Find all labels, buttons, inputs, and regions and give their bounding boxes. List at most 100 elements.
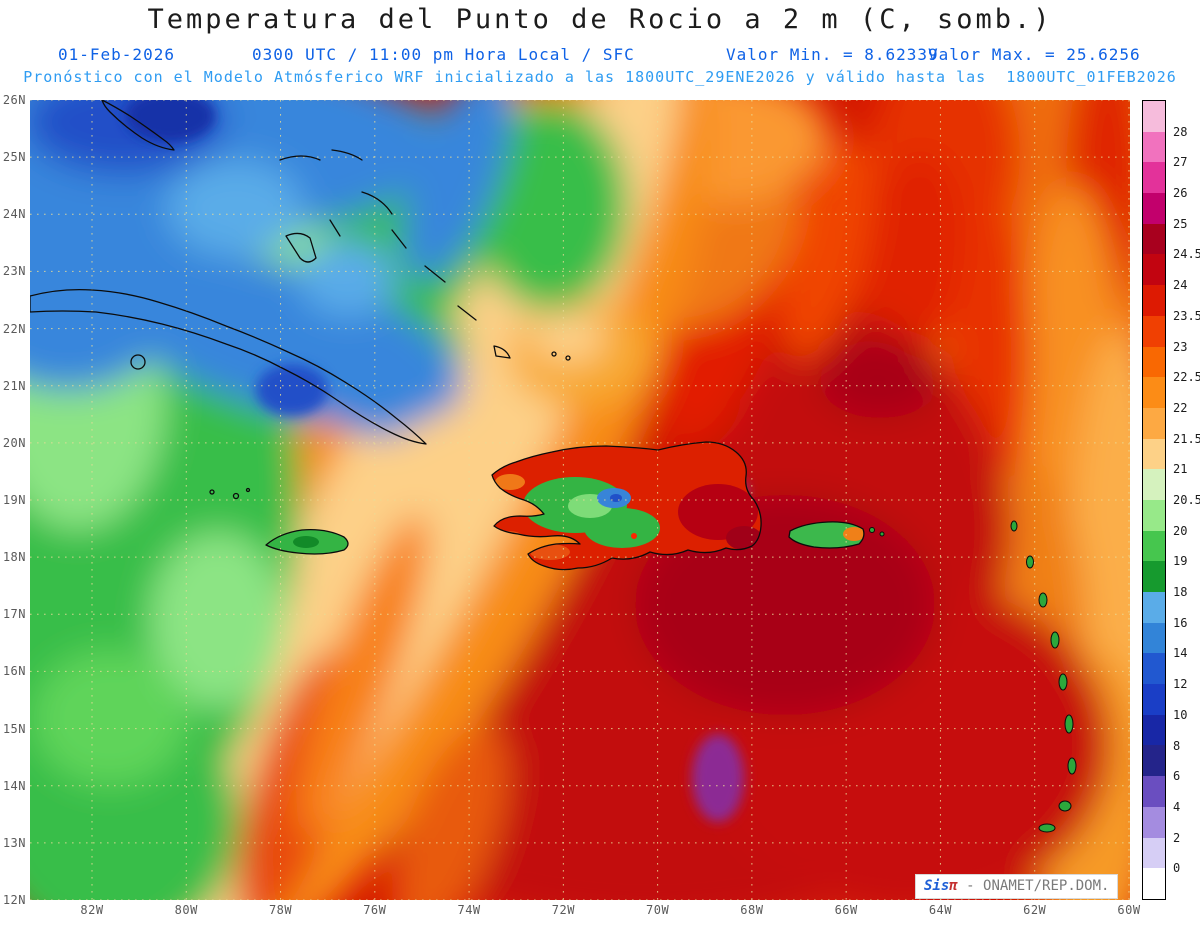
lat-label: 22N	[2, 321, 26, 336]
legend-tick-label: 16	[1173, 615, 1188, 630]
lon-label: 70W	[646, 903, 670, 917]
lat-label: 25N	[2, 150, 26, 165]
legend-cell	[1143, 346, 1165, 378]
lat-label: 15N	[2, 721, 26, 736]
lat-label: 23N	[2, 264, 26, 279]
legend-cell	[1143, 377, 1165, 408]
legend-cell	[1143, 561, 1165, 592]
legend-cell	[1143, 622, 1165, 654]
coastline-florida	[101, 100, 175, 151]
lat-label: 13N	[2, 835, 26, 850]
legend: 28 27 26 25 24.5 24 23.5 23 22.5 22 21.5 21 20.5 20 19…	[1142, 100, 1200, 900]
lat-label: 14N	[2, 778, 26, 793]
legend-tick-label: 26	[1173, 186, 1188, 201]
legend-tick-label: 22	[1173, 400, 1188, 415]
legend-tick-label: 19	[1173, 554, 1188, 569]
legend-tick-label: 12	[1173, 677, 1188, 692]
islands-turks-caicos	[551, 351, 571, 361]
subtitle-time: 0300 UTC / 11:00 pm Hora Local / SFC	[252, 45, 635, 64]
lat-label: 12N	[2, 893, 26, 907]
islands-cayman	[209, 487, 251, 500]
subtitle-model-line: Pronóstico con el Modelo Atmósferico WRF…	[23, 68, 1177, 86]
legend-tick-label: 20.5	[1173, 493, 1200, 507]
legend-cell	[1143, 868, 1165, 899]
legend-cell	[1143, 776, 1165, 807]
legend-cell	[1143, 499, 1165, 531]
lat-label: 19N	[2, 493, 26, 507]
subtitle-date: 01-Feb-2026	[58, 45, 175, 64]
lon-label: 64W	[928, 903, 953, 917]
legend-cell	[1143, 162, 1165, 194]
watermark-symbol: π	[949, 878, 958, 894]
lat-label: 24N	[2, 207, 26, 222]
legend-tick-label: 28	[1173, 124, 1188, 139]
legend-tick-label: 4	[1173, 799, 1181, 814]
legend-tick-label: 18	[1173, 585, 1188, 600]
legend-tick-label: 21.5	[1173, 431, 1200, 446]
legend-cell	[1143, 469, 1165, 500]
legend-tick-label: 14	[1173, 646, 1188, 661]
lon-label: 66W	[834, 903, 858, 917]
legend-tick-label: 23.5	[1173, 308, 1200, 323]
legend-cell	[1143, 714, 1165, 746]
legend-cell	[1143, 101, 1165, 132]
legend-cell	[1143, 193, 1165, 224]
watermark: Sisπ - ONAMET/REP.DOM.	[915, 874, 1119, 899]
legend-tick-label: 24.5	[1173, 247, 1200, 262]
legend-tick-label: 27	[1173, 155, 1188, 170]
lon-label: 60W	[1117, 903, 1141, 917]
watermark-brand: Sis	[924, 878, 950, 894]
lat-label: 21N	[2, 378, 26, 393]
subtitle-max-value: Valor Max. = 25.6256	[928, 45, 1141, 64]
page-title: Temperatura del Punto de Rocio a 2 m (C,…	[147, 4, 1053, 35]
legend-tick-label: 24	[1173, 278, 1188, 293]
lon-label: 74W	[457, 903, 481, 917]
legend-tick-label: 0	[1173, 861, 1181, 876]
lon-label: 72W	[551, 903, 575, 917]
watermark-suffix: - ONAMET/REP.DOM.	[966, 878, 1110, 894]
map-canvas	[30, 100, 1130, 900]
legend-tick-label: 20	[1173, 523, 1188, 538]
coastlines	[30, 100, 1077, 833]
legend-cell	[1143, 592, 1165, 623]
lat-label: 17N	[2, 607, 26, 622]
lon-label: 82W	[80, 903, 104, 917]
coastline-cuba	[30, 288, 427, 445]
map-region	[30, 100, 1130, 900]
subtitle-min-value: Valor Min. = 8.62339	[726, 45, 939, 64]
legend-cell	[1143, 684, 1165, 715]
lat-label: 20N	[2, 435, 26, 450]
legend-cell	[1143, 837, 1165, 869]
lat-label: 16N	[2, 664, 26, 679]
lat-label: 26N	[2, 93, 26, 107]
legend-cell	[1143, 254, 1165, 286]
legend-tick-label: 25	[1173, 216, 1188, 231]
legend-tick-label: 2	[1173, 830, 1181, 845]
lon-label: 76W	[363, 903, 387, 917]
legend-tick-label: 10	[1173, 707, 1188, 722]
legend-cell	[1143, 530, 1165, 562]
lon-label: 78W	[268, 903, 293, 917]
legend-tick-label: 6	[1173, 769, 1181, 784]
legend-tick-label: 21	[1173, 462, 1188, 477]
legend-cell	[1143, 315, 1165, 347]
legend-cell	[1143, 653, 1165, 685]
legend-tick-label: 22.5	[1173, 370, 1200, 385]
lon-label: 68W	[740, 903, 764, 917]
legend-tick-label: 23	[1173, 339, 1188, 354]
legend-cell	[1143, 438, 1165, 470]
grid-lines	[30, 100, 1130, 900]
legend-tick-label: 8	[1173, 738, 1181, 753]
legend-cell	[1143, 407, 1165, 439]
legend-cell	[1143, 223, 1165, 255]
islands-bahamas	[279, 149, 511, 359]
legend-bar	[1142, 100, 1166, 900]
legend-cell	[1143, 131, 1165, 163]
lat-label: 18N	[2, 550, 26, 565]
legend-cell	[1143, 285, 1165, 316]
legend-cell	[1143, 745, 1165, 777]
island-isla-juventud	[130, 354, 146, 370]
islands-lesser-antilles	[869, 520, 1077, 833]
legend-cell	[1143, 806, 1165, 838]
